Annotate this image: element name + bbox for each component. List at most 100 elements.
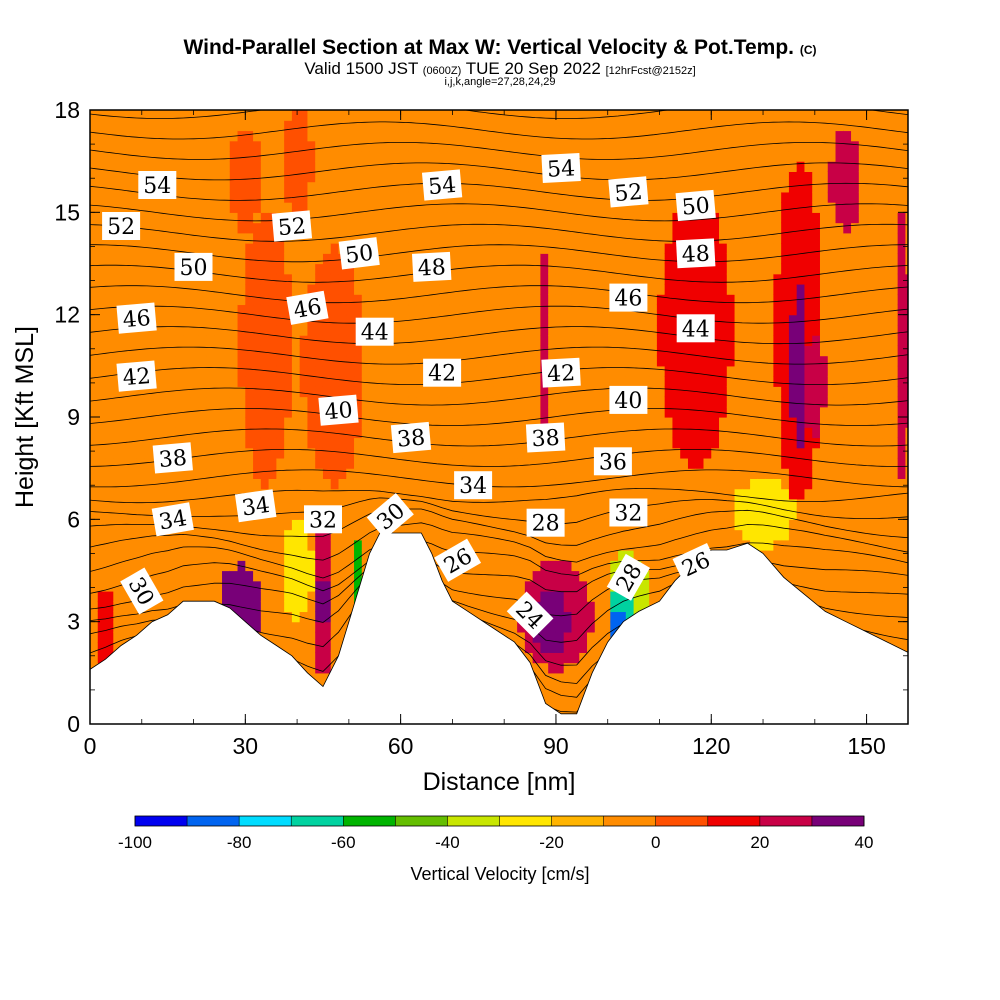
velocity-cell [90,396,99,408]
velocity-cell [206,386,215,398]
velocity-cell [354,570,363,582]
velocity-cell [532,406,542,418]
velocity-cell [416,191,425,203]
velocity-cell [664,140,674,152]
velocity-cell [633,550,642,561]
velocity-cell [322,642,332,653]
velocity-cell [501,601,510,613]
velocity-cell [121,417,130,428]
velocity-cell [719,376,728,387]
velocity-cell [291,642,301,653]
velocity-cell [641,110,650,121]
velocity-cell [486,314,495,326]
velocity-cell [695,365,705,377]
velocity-cell [431,427,441,439]
velocity-cell [206,181,215,193]
velocity-cell [128,140,138,152]
velocity-cell [338,222,347,234]
velocity-cell [307,283,316,295]
velocity-cell [253,621,262,633]
velocity-cell [144,396,153,408]
velocity-cell [245,396,254,408]
velocity-cell [206,580,215,592]
velocity-cell [517,642,526,653]
velocity-cell [649,437,658,449]
velocity-cell [229,191,239,203]
velocity-cell [602,519,611,531]
velocity-cell [206,171,215,183]
velocity-cell [90,478,99,490]
velocity-cell [152,212,161,224]
velocity-cell [625,110,635,121]
velocity-cell [128,263,138,275]
velocity-cell [571,509,580,520]
velocity-cell [447,161,456,172]
velocity-cell [175,232,184,244]
velocity-cell [229,273,239,285]
velocity-cell [198,590,208,602]
velocity-cell [315,580,324,592]
chart-indices: i,j,k,angle=27,28,24,29 [444,76,556,88]
velocity-cell [229,560,239,572]
velocity-cell [524,212,534,224]
velocity-cell [214,386,223,398]
velocity-cell [346,212,355,224]
velocity-cell [354,212,363,224]
velocity-cell [354,478,363,490]
velocity-cell [587,130,596,142]
velocity-cell [338,611,347,623]
velocity-cell [361,120,371,132]
velocity-cell [579,570,588,582]
velocity-cell [719,140,728,152]
velocity-cell [299,345,309,357]
velocity-cell [664,560,674,572]
velocity-cell [454,243,464,254]
velocity-cell [113,191,122,203]
velocity-cell [610,417,619,428]
velocity-cell [719,417,728,428]
velocity-cell [532,314,542,326]
velocity-cell [680,273,689,285]
velocity-cell [509,253,518,265]
velocity-cell [470,294,479,306]
velocity-cell [90,417,99,428]
velocity-cell [695,110,705,121]
velocity-cell [711,539,720,551]
velocity-cell [618,355,627,367]
velocity-cell [167,468,177,479]
velocity-cell [260,110,270,121]
velocity-cell [97,529,107,541]
velocity-cell [493,376,503,387]
velocity-cell [338,365,347,377]
velocity-cell [198,570,208,582]
velocity-cell [610,202,619,213]
velocity-cell [486,140,495,152]
velocity-cell [400,355,409,367]
velocity-cell [703,150,712,162]
velocity-cell [229,294,239,306]
velocity-cell [175,427,184,439]
velocity-cell [97,253,107,265]
velocity-cell [408,365,417,377]
velocity-cell [105,457,114,469]
velocity-cell [167,427,177,439]
velocity-cell [517,212,526,224]
velocity-cell [509,365,518,377]
velocity-cell [167,202,177,213]
velocity-cell [571,324,580,336]
velocity-cell [183,140,192,152]
velocity-cell [719,539,728,551]
velocity-cell [354,386,363,398]
velocity-cell [680,140,689,152]
velocity-cell [548,181,557,193]
velocity-cell [439,488,448,500]
velocity-cell [291,396,301,408]
velocity-cell [548,539,557,551]
velocity-cell [602,345,611,357]
velocity-cell [408,273,417,285]
velocity-cell [416,202,425,213]
velocity-cell [555,580,565,592]
velocity-cell [377,498,386,510]
velocity-cell [664,202,674,213]
velocity-cell [113,417,122,428]
